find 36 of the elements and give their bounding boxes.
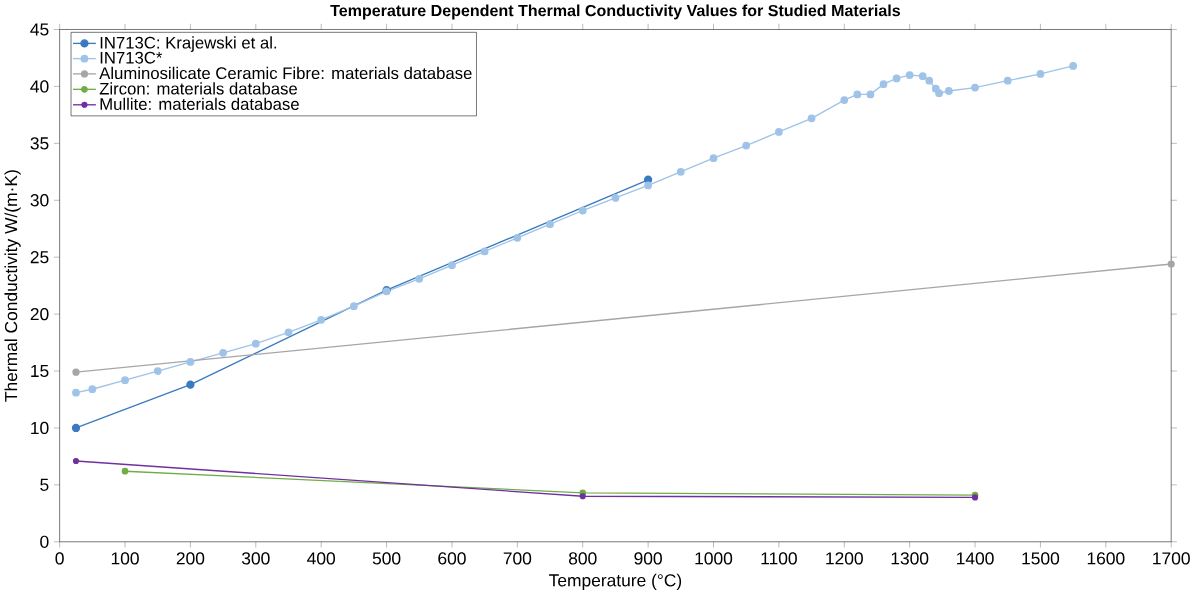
y-tick-label: 35: [30, 136, 49, 150]
x-tick-label: 300: [241, 552, 270, 565]
y-tick-label: 25: [30, 250, 49, 264]
y-tick-label: 0: [40, 535, 49, 548]
y-tick-label: 5: [40, 478, 49, 491]
x-tick-label: 400: [307, 552, 336, 565]
x-tick-label: 200: [176, 552, 205, 565]
x-tick-label: 1600: [1087, 552, 1125, 565]
y-tick-label: 45: [30, 23, 49, 36]
x-tick-label: 800: [568, 552, 597, 565]
x-tick-label: 1700: [1153, 552, 1190, 565]
x-tick-label: 1500: [1022, 552, 1060, 565]
x-tick-label: 1300: [891, 552, 929, 565]
legend-label: IN713C: Krajewski et al.: [100, 36, 277, 52]
y-tick-label: 15: [31, 364, 49, 377]
x-tick-label: 1200: [826, 552, 863, 565]
x-tick-label: 0: [55, 552, 64, 565]
legend-label: Mullite: materials database: [100, 97, 299, 110]
x-tick-label: 1100: [761, 552, 797, 565]
x-tick-label: 1000: [695, 552, 733, 565]
y-tick-label: 20: [30, 307, 49, 321]
y-tick-label: 10: [31, 421, 49, 434]
x-tick-label: 100: [111, 552, 139, 565]
x-tick-label: 1400: [957, 552, 994, 565]
x-tick-label: 500: [372, 552, 401, 565]
legend-label: IN713C*: [100, 51, 163, 64]
y-tick-label: 40: [30, 80, 49, 93]
x-tick-label: 900: [634, 552, 662, 565]
chart-title: Temperature Dependent Thermal Conductivity Values for Studied Materials: [330, 4, 901, 20]
y-axis-title: Thermal Conductivity W/(m·K): [4, 170, 21, 402]
x-tick-label: 700: [503, 552, 532, 565]
legend-label: Aluminosilicate Ceramic Fibre: materials database: [99, 66, 472, 79]
x-axis-title: Temperature (°C): [549, 573, 682, 590]
y-tick-label: 30: [30, 193, 49, 207]
legend-label: Zircon: materials database: [99, 82, 297, 95]
x-tick-label: 600: [438, 552, 466, 565]
